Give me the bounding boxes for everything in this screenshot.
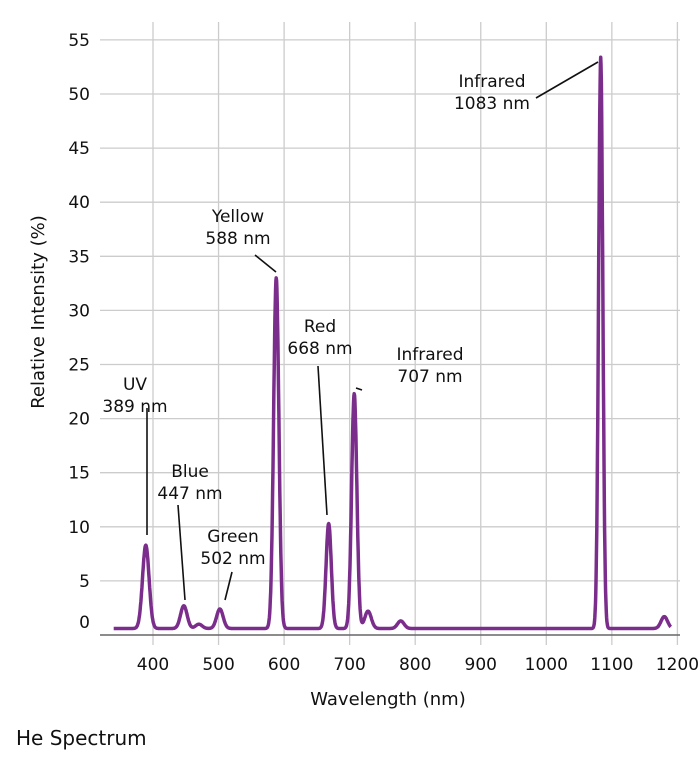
he-spectrum-chart: 400 500 600 700 800 900 1000 1100 1200 0 5 10 15 20 25… bbox=[28, 22, 699, 710]
annotation-leader-line bbox=[535, 61, 599, 99]
y-tick-label: 20 bbox=[68, 410, 90, 430]
annotation-name: Green bbox=[207, 527, 258, 547]
x-tick-label: 700 bbox=[333, 655, 365, 675]
annotation-label: Red 668 nm bbox=[287, 317, 352, 359]
x-tick-label: 800 bbox=[399, 655, 431, 675]
x-tick-label: 400 bbox=[137, 655, 169, 675]
annotation-leader-line bbox=[355, 387, 363, 391]
y-tick-label: 40 bbox=[68, 193, 90, 213]
annotation-name: Infrared bbox=[458, 72, 525, 92]
x-tick-label: 900 bbox=[465, 655, 497, 675]
annotation-wavelength: 588 nm bbox=[205, 229, 270, 249]
annotation-leader-line bbox=[224, 571, 233, 601]
annotation-wavelength: 1083 nm bbox=[454, 94, 530, 114]
y-axis-label: Relative Intensity (%) bbox=[28, 215, 49, 409]
annotation-label: Blue 447 nm bbox=[157, 462, 222, 504]
annotation-label: Yellow 588 nm bbox=[205, 207, 270, 249]
annotation-name: Yellow bbox=[211, 207, 264, 227]
annotation-name: UV bbox=[123, 375, 147, 395]
y-tick-label: 45 bbox=[68, 139, 90, 159]
annotation-label: Infrared 707 nm bbox=[396, 345, 463, 387]
annotation-wavelength: 707 nm bbox=[397, 367, 462, 387]
y-tick-label: 25 bbox=[68, 356, 90, 376]
x-axis-label: Wavelength (nm) bbox=[310, 689, 466, 710]
annotation-leader-line bbox=[254, 254, 277, 273]
x-tick-label: 600 bbox=[268, 655, 300, 675]
annotation-label: Green 502 nm bbox=[200, 527, 265, 569]
y-tick-label: 5 bbox=[79, 572, 90, 592]
x-tick-label: 500 bbox=[202, 655, 234, 675]
x-tick-label: 1200 bbox=[656, 655, 699, 675]
y-tick-label: 30 bbox=[68, 301, 90, 321]
y-tick-label: 55 bbox=[68, 31, 90, 51]
annotation-leader-line bbox=[317, 365, 328, 516]
spectrum-line bbox=[112, 55, 673, 631]
annotation-wavelength: 447 nm bbox=[157, 484, 222, 504]
annotation-wavelength: 668 nm bbox=[287, 339, 352, 359]
annotation-label: UV 389 nm bbox=[102, 375, 167, 417]
y-tick-label: 0 bbox=[79, 613, 90, 633]
y-tick-label: 10 bbox=[68, 518, 90, 538]
y-tick-label: 50 bbox=[68, 85, 90, 105]
annotation-name: Blue bbox=[171, 462, 209, 482]
y-tick-label: 15 bbox=[68, 464, 90, 484]
annotation-name: Infrared bbox=[396, 345, 463, 365]
x-tick-label: 1000 bbox=[525, 655, 568, 675]
annotation-label: Infrared 1083 nm bbox=[454, 72, 530, 114]
x-tick-label: 1100 bbox=[590, 655, 633, 675]
annotation-wavelength: 389 nm bbox=[102, 397, 167, 417]
figure-caption: He Spectrum bbox=[16, 726, 147, 750]
annotation-name: Red bbox=[304, 317, 336, 337]
y-tick-label: 35 bbox=[68, 247, 90, 267]
annotation-wavelength: 502 nm bbox=[200, 549, 265, 569]
annotation-leader-line bbox=[177, 504, 186, 601]
